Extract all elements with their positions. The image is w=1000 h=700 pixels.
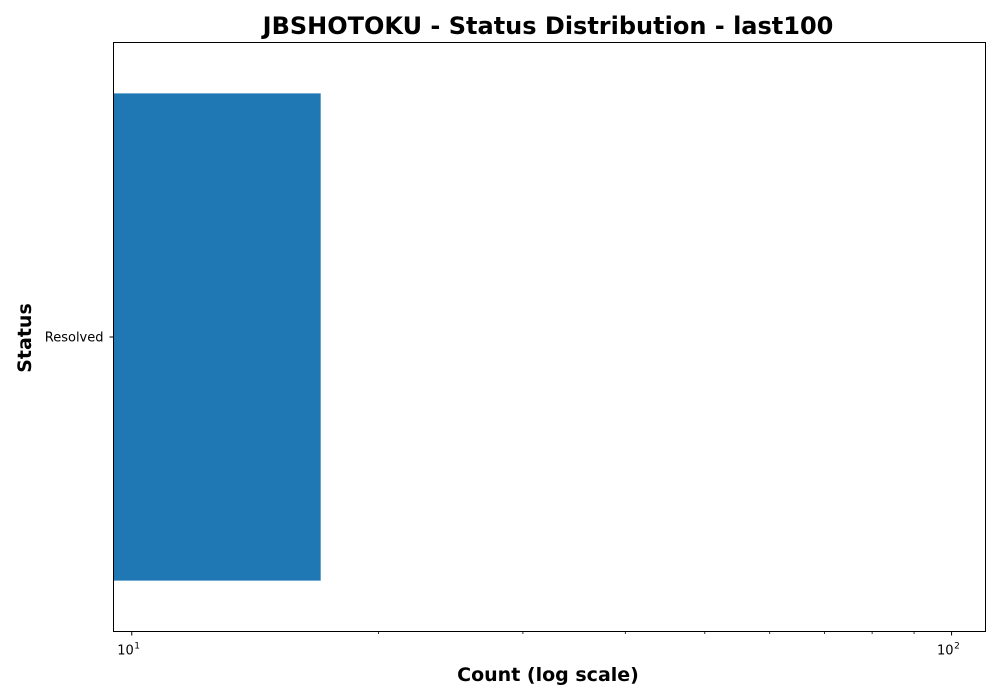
plot-frame — [113, 42, 986, 632]
x-tick-label: 10 2 — [937, 642, 960, 659]
plot-area: Resolved 10 1 10 2 — [45, 42, 986, 659]
y-axis-ticks: Resolved — [45, 331, 114, 346]
x-axis-ticks: 10 1 10 2 — [117, 631, 960, 659]
x-tick-label-exponent: 2 — [954, 642, 960, 652]
x-tick-label: 10 1 — [117, 642, 140, 659]
x-axis-label: Count (log scale) — [457, 664, 639, 686]
x-tick-label-exponent: 1 — [134, 642, 140, 652]
bar-group — [113, 93, 321, 581]
y-tick-label: Resolved — [45, 331, 104, 346]
x-tick-label-base: 10 — [117, 644, 134, 659]
bar-resolved — [113, 93, 321, 581]
x-tick-label-base: 10 — [937, 644, 954, 659]
chart-title: JBSHOTOKU - Status Distribution - last10… — [261, 12, 834, 40]
y-axis-label: Status — [14, 303, 36, 373]
